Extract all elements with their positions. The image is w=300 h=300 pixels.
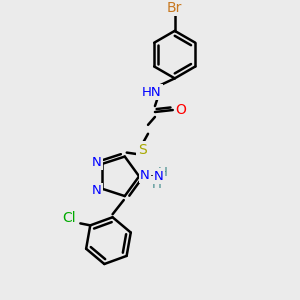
Text: H: H: [152, 178, 162, 191]
Text: S: S: [138, 142, 146, 157]
Text: O: O: [175, 103, 186, 117]
Text: N: N: [92, 184, 101, 197]
Text: N: N: [92, 156, 101, 169]
Text: Cl: Cl: [63, 212, 76, 225]
Text: N: N: [140, 169, 150, 182]
Text: Br: Br: [167, 1, 182, 15]
Text: H: H: [158, 166, 168, 179]
Text: N: N: [154, 170, 164, 183]
Text: HN: HN: [142, 86, 162, 99]
